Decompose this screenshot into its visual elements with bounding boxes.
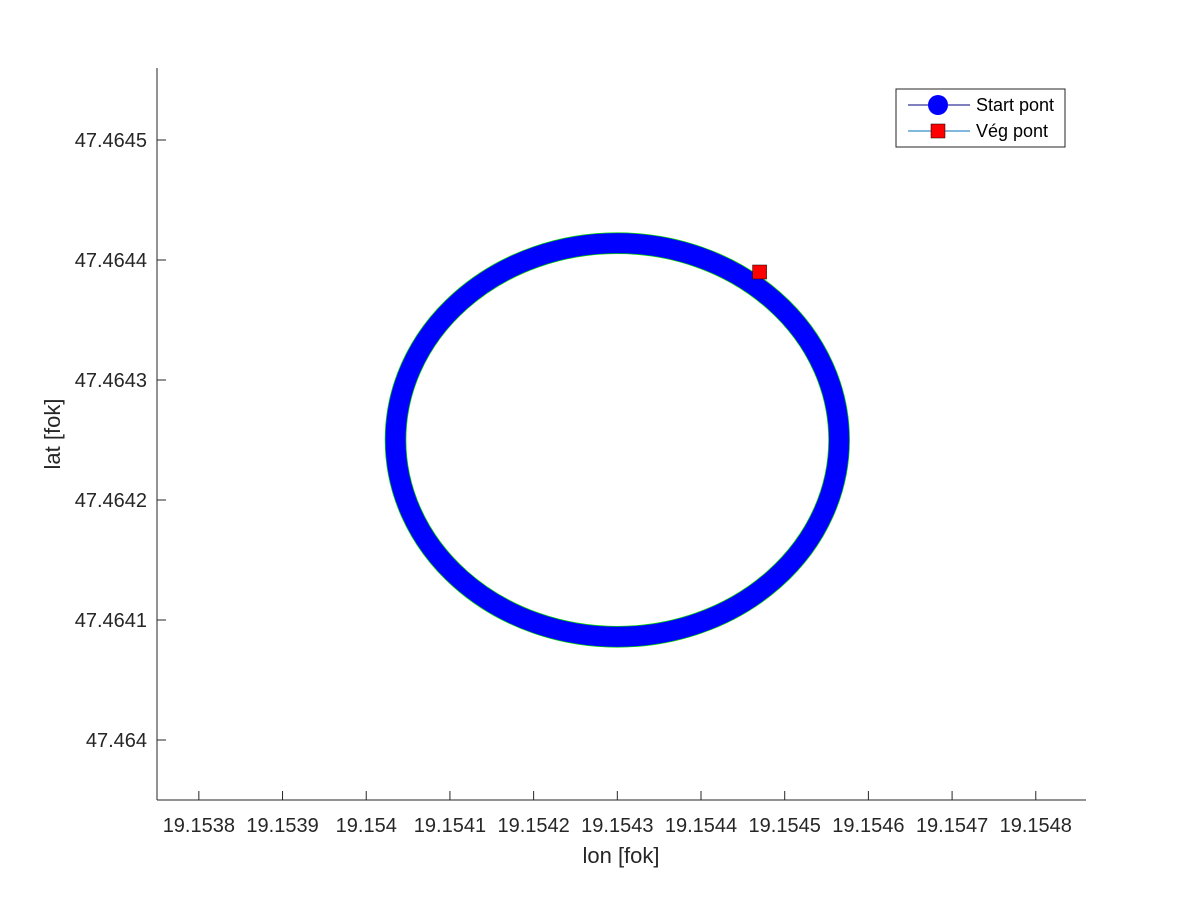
legend-label-end: Vég pont bbox=[976, 121, 1048, 141]
legend-end-marker bbox=[930, 123, 946, 139]
x-tick-label: 19.1545 bbox=[749, 815, 821, 837]
plot-area bbox=[384, 232, 850, 648]
x-ticks: 19.1538 19.1539 19.154 19.1541 19.1542 19.154… bbox=[163, 791, 1072, 837]
x-axis-label: lon [fok] bbox=[582, 843, 659, 868]
x-tick-label: 19.1542 bbox=[497, 815, 569, 837]
y-tick-label: 47.4642 bbox=[75, 490, 147, 512]
y-tick-label: 47.4643 bbox=[75, 370, 147, 392]
x-tick-label: 19.1538 bbox=[163, 815, 235, 837]
x-tick-label: 19.1539 bbox=[246, 815, 318, 837]
end-point-marker bbox=[752, 264, 767, 280]
legend-box bbox=[895, 88, 1066, 148]
y-tick-label: 47.464 bbox=[86, 730, 147, 752]
x-tick-label: 19.1548 bbox=[1000, 815, 1072, 837]
y-tick-label: 47.4641 bbox=[75, 610, 147, 632]
y-tick-label: 47.4645 bbox=[75, 130, 147, 152]
legend: Start pont Vég pont bbox=[895, 88, 1066, 148]
legend-start-marker bbox=[928, 95, 948, 115]
y-axis-label: lat [fok] bbox=[40, 399, 65, 470]
x-tick-label: 19.1541 bbox=[414, 815, 486, 837]
trajectory-ring bbox=[385, 233, 850, 647]
x-tick-label: 19.154 bbox=[336, 815, 397, 837]
axes bbox=[156, 68, 1086, 801]
x-tick-label: 19.1546 bbox=[832, 815, 904, 837]
y-ticks: 47.464 47.4641 47.4642 47.4643 47.4644 47.464… bbox=[75, 130, 166, 752]
y-tick-label: 47.4644 bbox=[75, 250, 147, 272]
x-tick-label: 19.1543 bbox=[581, 815, 653, 837]
x-tick-label: 19.1544 bbox=[665, 815, 737, 837]
x-tick-label: 19.1547 bbox=[916, 815, 988, 837]
legend-label-start: Start pont bbox=[976, 95, 1054, 115]
